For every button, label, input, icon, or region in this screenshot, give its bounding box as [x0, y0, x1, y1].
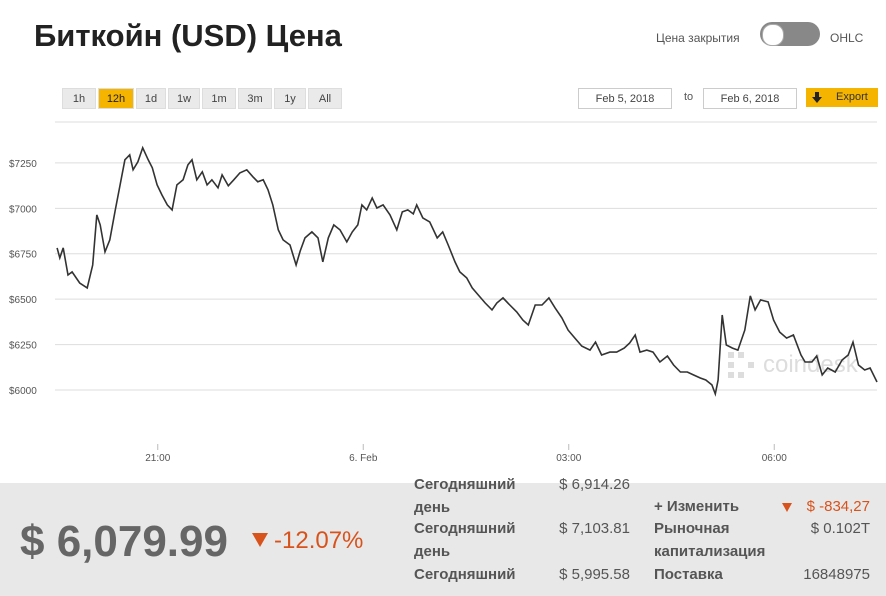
x-tick-label: 03:00 — [556, 453, 581, 464]
range-button[interactable]: 1m — [202, 88, 236, 109]
range-button[interactable]: 1d — [136, 88, 166, 109]
toggle-label: Цена закрытия — [656, 31, 740, 45]
export-label: Export — [836, 91, 868, 103]
stat-label: Поставка — [654, 566, 723, 583]
stat-value: $ 0.102T — [810, 520, 870, 537]
summary-panel — [0, 483, 886, 596]
down-arrow — [252, 533, 268, 547]
x-tick-label: 06:00 — [762, 453, 787, 464]
stat-label: + Изменить — [654, 498, 740, 515]
watermark-icon — [728, 352, 754, 378]
from-date[interactable]: Feb 5, 2018 — [578, 88, 672, 109]
y-tick-label: $6750 — [9, 250, 37, 261]
price-line — [56, 145, 878, 397]
price: $ 6,079.99 — [20, 517, 228, 566]
download-icon — [812, 92, 822, 103]
y-tick-label: $6000 — [9, 386, 37, 397]
x-tick-label: 6. Feb — [349, 453, 378, 464]
stat-value: 16848975 — [803, 566, 870, 583]
stat-label: Сегодняшний день — [414, 478, 516, 516]
chart: coindesk $6000 $6250 $6500 $6750 $7000 $7250 2… — [9, 121, 878, 464]
stats: Сегодняшний день $ 6,914.26 Сегодняшний де… — [0, 478, 886, 596]
range-button[interactable]: 12h — [98, 88, 134, 109]
change: -12.07% — [274, 527, 364, 554]
to-label: to — [684, 91, 694, 103]
y-tick-label: $7250 — [9, 159, 37, 170]
down-arrow — [782, 503, 792, 512]
y-tick-label: $7000 — [9, 204, 37, 215]
stat-value: $ 7,103.81 — [559, 520, 630, 537]
y-tick-label: $6500 — [9, 295, 37, 306]
stat-label: Сегодняшний — [414, 566, 516, 583]
stat-value: $ 5,995.58 — [559, 566, 630, 583]
stat-value: $ 6,914.26 — [559, 478, 630, 493]
stat-label: Рыночная капитализация — [654, 520, 766, 560]
export-button[interactable]: Export — [806, 88, 878, 107]
watermark: coindesk — [763, 351, 859, 378]
range-button[interactable]: 1y — [274, 88, 306, 109]
range-button[interactable]: All — [308, 88, 342, 109]
toggle-knob[interactable] — [762, 24, 784, 46]
toggle-label: OHLC — [830, 31, 864, 45]
range-button[interactable]: 1h — [62, 88, 96, 109]
to-date[interactable]: Feb 6, 2018 — [703, 88, 797, 109]
range-button[interactable]: 3m — [238, 88, 272, 109]
range-button[interactable]: 1w — [168, 88, 200, 109]
title: Биткойн (USD) Цена — [34, 18, 342, 53]
stat-label: Сегодняшний день — [414, 520, 516, 560]
stat-value: $ -834,27 — [806, 498, 870, 515]
y-tick-label: $6250 — [9, 341, 37, 352]
x-tick-label: 21:00 — [145, 453, 170, 464]
